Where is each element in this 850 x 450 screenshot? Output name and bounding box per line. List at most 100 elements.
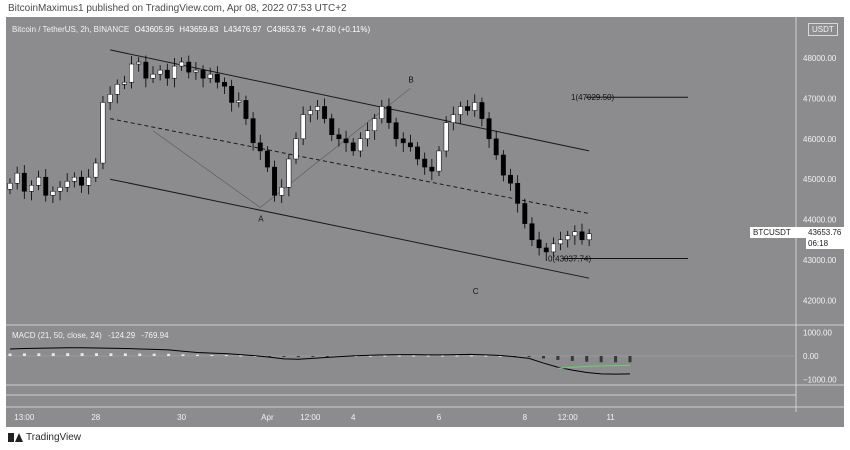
candle: [43, 176, 49, 196]
macd-histogram-bar: [412, 355, 416, 357]
candle: [365, 130, 370, 140]
tradingview-brand[interactable]: TradingView: [8, 432, 81, 443]
macd-histogram-bar: [296, 356, 300, 358]
x-axis-tick-label: 12:00: [558, 413, 579, 422]
candle: [71, 176, 77, 182]
x-axis-tick-label: 4: [351, 413, 356, 422]
y-axis-tick-label: 44000.00: [803, 216, 837, 225]
candle: [129, 63, 134, 83]
candle: [558, 239, 563, 245]
signal-line: [557, 364, 631, 369]
x-axis-tick-label: 12:00: [300, 413, 321, 422]
candle: [479, 102, 485, 119]
candle: [322, 106, 328, 119]
y-axis-tick-label: 45000.00: [803, 175, 837, 184]
candle: [264, 150, 270, 168]
candle: [93, 162, 99, 178]
macd-histogram-bar: [498, 355, 502, 357]
macd-histogram-bar: [210, 355, 214, 357]
macd-histogram-bar: [541, 356, 545, 359]
candle: [407, 142, 413, 148]
candle: [486, 118, 492, 140]
macd-label: MACD (21, 50, close, 24): [12, 331, 102, 340]
candle: [493, 138, 499, 156]
candle: [250, 118, 256, 144]
macd-histogram-bar: [527, 356, 531, 357]
x-axis-tick-label: Apr: [261, 413, 274, 422]
macd-histogram-bar: [426, 355, 430, 357]
candle: [86, 176, 92, 186]
candle: [172, 65, 177, 79]
chart-frame[interactable]: 1(47029.50) 0(43037.74) A B C 48000.00 47000…: [6, 17, 844, 427]
macd-histogram-bar: [354, 355, 358, 357]
bar-countdown: 06:18: [808, 239, 829, 248]
candle: [64, 180, 70, 188]
candle: [329, 118, 335, 136]
wave-path: [152, 88, 411, 208]
y-axis-tick-label: 46000.00: [803, 135, 837, 144]
candle: [450, 114, 456, 123]
candle: [179, 61, 185, 67]
currency-badge[interactable]: USDT: [808, 23, 838, 36]
macd-histogram-bar: [51, 353, 55, 356]
x-axis-tick-label: 6: [437, 413, 442, 422]
macd-histogram-bar: [123, 353, 127, 356]
macd-histogram-bar: [484, 355, 488, 357]
candle: [522, 203, 528, 224]
macd-histogram-bar: [152, 353, 156, 356]
candle: [214, 73, 220, 83]
candle: [436, 150, 442, 172]
macd-axis-tick-label: 1000.00: [803, 329, 832, 338]
macd-histogram-bar: [599, 356, 603, 363]
y-axis-tick-label: 43000.00: [803, 256, 837, 265]
candle: [207, 73, 213, 79]
macd-value-1: -124.29: [108, 331, 136, 340]
candle: [458, 106, 463, 115]
candle: [257, 142, 263, 152]
wave-label-c: C: [473, 287, 479, 296]
x-axis-tick-label: 30: [177, 413, 186, 422]
candle: [400, 138, 406, 144]
candle: [136, 61, 142, 65]
candle: [579, 231, 585, 241]
macd-histogram-bar: [570, 356, 574, 361]
wave-label-a: A: [258, 214, 264, 223]
candle: [57, 187, 63, 192]
macd-histogram-bar: [455, 355, 459, 357]
candle: [29, 185, 34, 192]
channel-middle-line: [110, 118, 590, 215]
y-axis-tick-label: 48000.00: [803, 54, 837, 63]
macd-histogram-bar: [95, 353, 99, 356]
candle: [529, 223, 535, 241]
btc-chart[interactable]: 1(47029.50) 0(43037.74) A B C 48000.00 47000…: [6, 17, 844, 427]
candle: [157, 69, 163, 75]
macd-line: [9, 347, 631, 375]
candle: [443, 122, 449, 152]
macd-histogram-bar: [556, 356, 560, 360]
macd-histogram-bar: [368, 355, 372, 357]
macd-histogram-bar: [441, 355, 445, 357]
candle: [393, 122, 399, 140]
wave-label-b: B: [408, 75, 413, 84]
candle: [100, 102, 106, 164]
macd-histogram-bar: [383, 355, 387, 357]
candle: [7, 182, 13, 190]
candle: [14, 172, 20, 184]
candle: [286, 158, 292, 188]
macd-axis-tick-label: 0.00: [803, 352, 819, 361]
macd-histogram-bar: [37, 353, 41, 356]
candle: [586, 233, 592, 241]
candle: [229, 86, 235, 103]
candle: [114, 84, 120, 95]
macd-histogram-bar: [8, 353, 12, 356]
tradingview-logo-icon: [8, 433, 23, 442]
candle: [465, 106, 471, 111]
macd-histogram-bar: [66, 353, 70, 356]
candle: [272, 166, 278, 196]
macd-histogram-bar: [325, 356, 329, 357]
candle: [379, 106, 385, 119]
candle: [164, 69, 170, 79]
y-axis-tick-label: 42000.00: [803, 296, 837, 305]
candle: [300, 114, 306, 140]
symbol-legend: Bitcoin / TetherUS, 2h, BINANCE O43605.9…: [12, 25, 373, 34]
